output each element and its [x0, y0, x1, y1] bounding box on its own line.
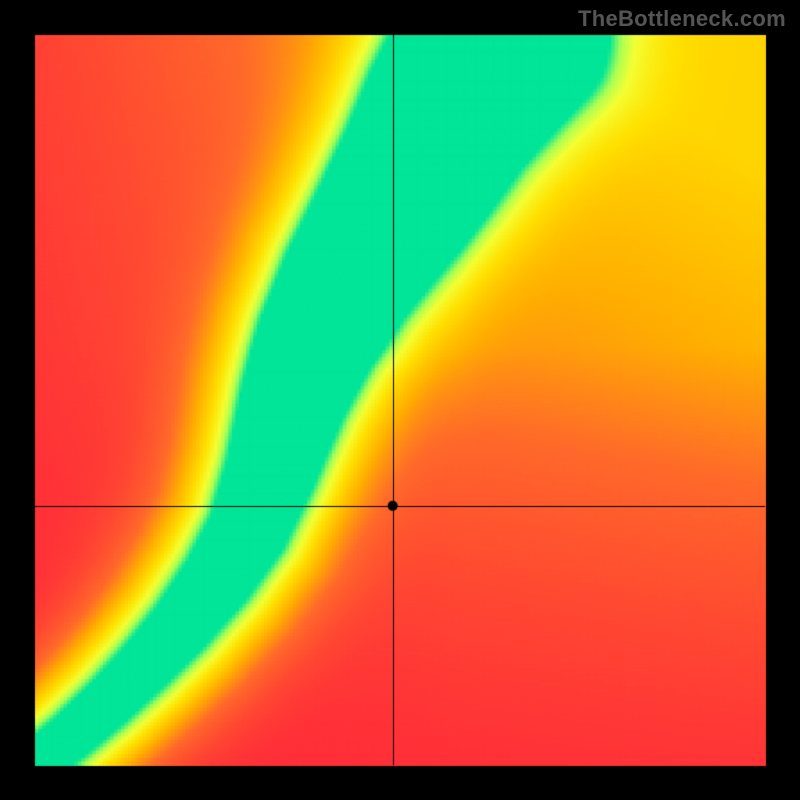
figure-container: TheBottleneck.com — [0, 0, 800, 800]
watermark-text: TheBottleneck.com — [578, 6, 786, 32]
heatmap-canvas — [0, 0, 800, 800]
